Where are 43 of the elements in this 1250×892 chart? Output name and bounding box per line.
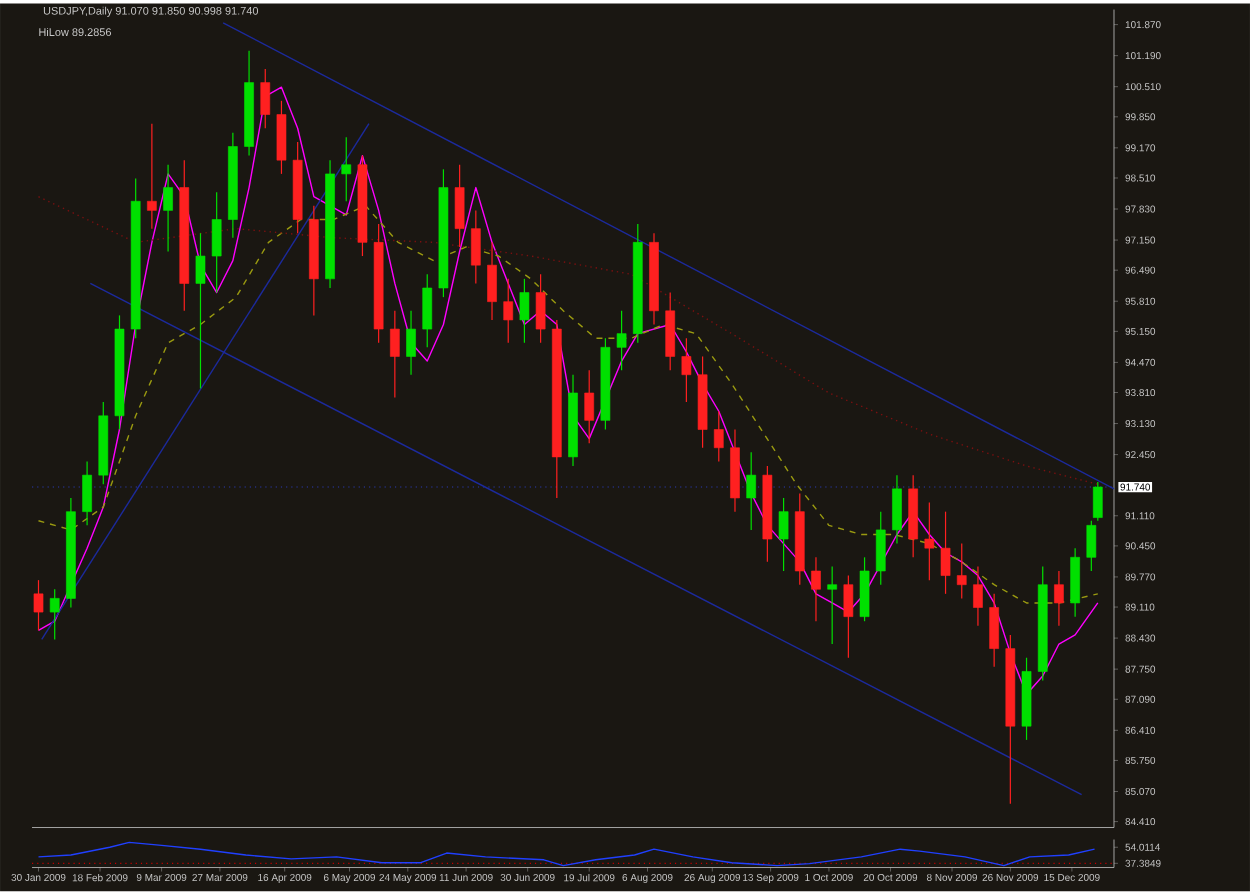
candlestick bbox=[535, 273, 546, 344]
candlestick bbox=[49, 588, 60, 641]
candlestick bbox=[616, 310, 627, 371]
candlestick bbox=[211, 191, 222, 294]
candlestick bbox=[147, 123, 157, 230]
candlestick bbox=[390, 310, 400, 399]
candlestick bbox=[82, 461, 92, 527]
candlestick bbox=[260, 68, 271, 130]
candlestick bbox=[989, 593, 999, 668]
candlestick bbox=[503, 278, 514, 344]
line-series bbox=[37, 205, 1099, 604]
candlestick bbox=[454, 164, 465, 248]
candlestick bbox=[584, 369, 595, 445]
candlestick bbox=[940, 511, 951, 595]
candlestick bbox=[811, 556, 821, 623]
candlestick bbox=[956, 543, 967, 600]
candlestick bbox=[713, 410, 724, 463]
candlestick bbox=[681, 337, 692, 403]
candlestick bbox=[519, 278, 530, 344]
line-series bbox=[37, 841, 1096, 867]
candlestick bbox=[973, 566, 983, 627]
candlestick bbox=[470, 210, 481, 285]
candlestick bbox=[892, 474, 902, 545]
candlestick bbox=[746, 451, 757, 531]
candlestick bbox=[827, 566, 837, 645]
candlestick bbox=[843, 575, 854, 659]
candlestick bbox=[1054, 570, 1064, 627]
candlestick bbox=[195, 232, 206, 390]
candlestick bbox=[859, 556, 870, 623]
candlestick bbox=[422, 273, 433, 349]
candlestick bbox=[778, 497, 789, 572]
candlestick bbox=[276, 100, 287, 175]
candlestick bbox=[875, 511, 886, 586]
candlestick bbox=[1092, 481, 1103, 522]
candlestick bbox=[924, 502, 935, 581]
candlestick bbox=[163, 164, 173, 253]
candlestick bbox=[665, 292, 676, 371]
candlestick bbox=[487, 241, 497, 321]
candlestick bbox=[406, 310, 416, 376]
candlestick bbox=[33, 579, 44, 632]
candlestick bbox=[1086, 520, 1097, 572]
candlestick bbox=[1070, 547, 1080, 618]
candlestick bbox=[341, 136, 352, 203]
